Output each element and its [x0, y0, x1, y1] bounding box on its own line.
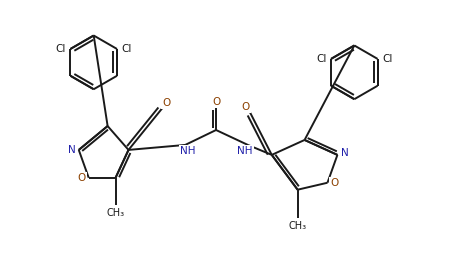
Text: CH₃: CH₃: [106, 207, 124, 218]
Text: Cl: Cl: [315, 54, 326, 64]
Text: N: N: [340, 148, 347, 158]
Text: NH: NH: [180, 146, 196, 156]
Text: CH₃: CH₃: [288, 221, 306, 231]
Text: O: O: [212, 97, 220, 107]
Text: Cl: Cl: [121, 44, 132, 54]
Text: O: O: [162, 98, 170, 108]
Text: N: N: [68, 145, 75, 155]
Text: NH: NH: [237, 146, 252, 156]
Text: O: O: [241, 102, 249, 112]
Text: Cl: Cl: [55, 44, 65, 54]
Text: O: O: [78, 173, 86, 183]
Text: O: O: [330, 178, 338, 188]
Text: Cl: Cl: [382, 54, 392, 64]
